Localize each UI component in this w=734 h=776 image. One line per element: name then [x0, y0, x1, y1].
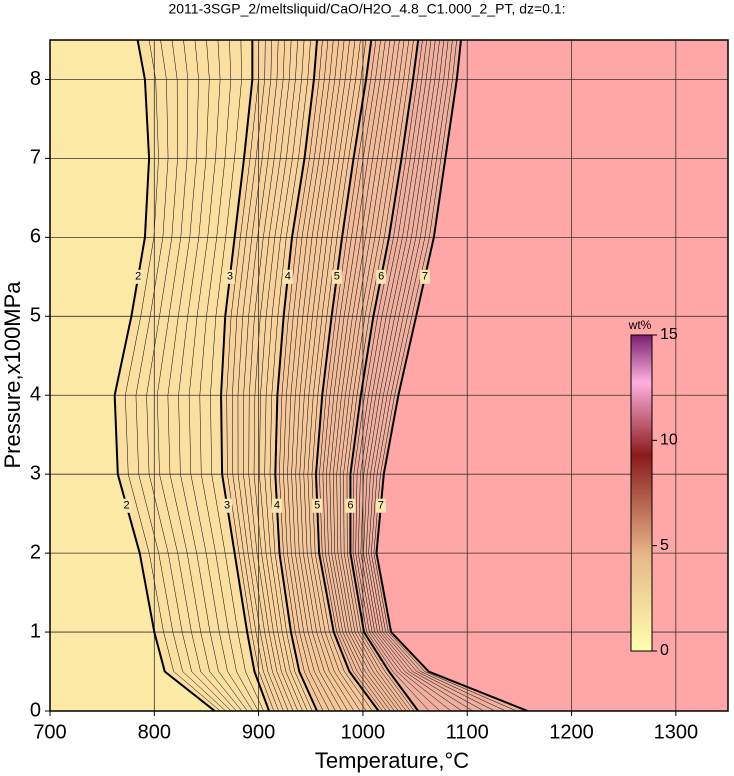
contour-label-bg — [133, 269, 144, 284]
y-tick-label: 6 — [30, 226, 41, 248]
contour-label-bg — [224, 269, 235, 284]
contour-label: 5 — [334, 271, 340, 283]
x-tick-label: 1000 — [341, 721, 386, 743]
contour-line — [220, 40, 270, 711]
colorbar-tick-label: 5 — [660, 537, 669, 554]
contour-label-bg — [312, 498, 323, 513]
x-tick-label: 1300 — [654, 721, 699, 743]
contour-label-bg — [121, 498, 132, 513]
axes: 700 800 900 1000 1100 1200 1300 0 1 2 3 4 5 6 7 8 — [30, 39, 729, 743]
y-tick-label: 2 — [30, 541, 41, 563]
contour-line — [375, 40, 529, 711]
y-axis-label: Pressure,x100MPa — [0, 281, 25, 469]
contour-label-bg — [331, 269, 342, 284]
contour-label: 6 — [378, 271, 384, 283]
contour-label: 2 — [135, 271, 141, 283]
contour-label: 7 — [422, 271, 428, 283]
y-tick-label: 0 — [30, 699, 41, 721]
contour-line — [274, 40, 319, 711]
contour-label-bg — [222, 498, 233, 513]
x-tick-label: 800 — [138, 721, 171, 743]
x-axis-label: Temperature,°C — [315, 748, 469, 773]
x-tick-label: 700 — [33, 721, 66, 743]
contour-label: 4 — [285, 271, 291, 283]
contour-line — [349, 40, 420, 711]
contour-label-bg — [375, 498, 386, 513]
contour-label: 5 — [314, 500, 320, 512]
chart-title: 2011-3SGP_2/meltsliquid/CaO/H2O_4.8_C1.0… — [168, 1, 565, 17]
contour-label: 4 — [274, 500, 280, 512]
colorbar-tick-label: 15 — [660, 326, 678, 343]
contour-label-bg — [345, 498, 356, 513]
contour-label: 2 — [123, 500, 129, 512]
y-tick-label: 1 — [30, 620, 41, 642]
contour-label-bg — [376, 269, 387, 284]
contour-label: 7 — [378, 500, 384, 512]
y-tick-label: 4 — [30, 384, 41, 406]
y-tick-label: 8 — [30, 68, 41, 90]
contour-label: 6 — [347, 500, 353, 512]
y-tick-label: 3 — [30, 462, 41, 484]
contour-label: 3 — [224, 500, 230, 512]
contour-label-bg — [419, 269, 430, 284]
contour-line — [113, 40, 216, 711]
plot-frame — [49, 39, 729, 712]
x-tick-label: 1100 — [446, 721, 489, 743]
colorbar-label: wt% — [628, 318, 652, 332]
colorbar — [630, 334, 653, 652]
colorbar-tick-label: 0 — [660, 642, 669, 659]
x-tick-label: 900 — [242, 721, 275, 743]
contour-label-bg — [271, 498, 282, 513]
x-tick-label: 1200 — [549, 721, 594, 743]
contour-label-bg — [282, 269, 293, 284]
contour-label: 3 — [227, 271, 233, 283]
contour-line — [314, 40, 380, 711]
y-tick-label: 5 — [30, 305, 41, 327]
field: 2 2 3 3 4 4 5 5 6 6 7 7 — [50, 40, 728, 711]
y-tick-label: 7 — [30, 147, 41, 169]
colorbar-tick-label: 10 — [660, 432, 678, 449]
